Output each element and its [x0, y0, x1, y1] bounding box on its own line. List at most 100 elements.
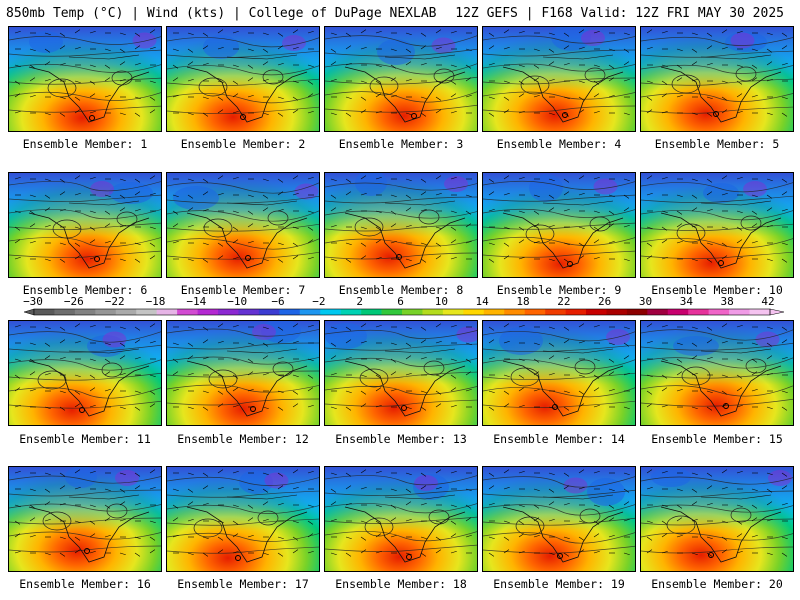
colorbar-swatch [483, 309, 505, 315]
colorbar-tick-label: 18 [516, 295, 530, 308]
temperature-map [9, 467, 161, 571]
ensemble-member-map [324, 172, 478, 278]
ensemble-member-label: Ensemble Member: 6 [22, 283, 148, 297]
temperature-map [9, 321, 161, 425]
ensemble-member-map [166, 466, 320, 572]
temperature-map [325, 321, 477, 425]
ensemble-member-label: Ensemble Member: 5 [654, 137, 780, 151]
ensemble-member-label: Ensemble Member: 20 [651, 577, 783, 591]
colorbar-swatch [545, 309, 566, 315]
colorbar-tick-label: 2 [356, 295, 363, 308]
ensemble-member-map [166, 320, 320, 426]
ensemble-member-label: Ensemble Member: 2 [180, 137, 306, 151]
colorbar-swatch [524, 309, 546, 315]
colorbar-swatch [729, 309, 750, 315]
ensemble-member-map [166, 172, 320, 278]
temperature-map [167, 173, 319, 277]
temperature-map [325, 173, 477, 277]
colorbar-swatch [606, 309, 628, 315]
temperature-map [641, 467, 793, 571]
colorbar-swatch [238, 309, 260, 315]
colorbar-swatch [177, 309, 198, 315]
ensemble-member-map [324, 26, 478, 132]
colorbar-tick-label: −6 [271, 295, 285, 308]
temperature-map [9, 173, 161, 277]
ensemble-member-map [166, 26, 320, 132]
colorbar-swatch [279, 309, 301, 315]
colorbar-swatch [749, 309, 771, 315]
colorbar-tick-label: 30 [638, 295, 653, 308]
ensemble-member-label: Ensemble Member: 11 [19, 432, 151, 446]
model-run-info: 12Z GEFS | F168 Valid: 12Z FRI MAY 30 20… [455, 6, 784, 21]
ensemble-member-label: Ensemble Member: 18 [335, 577, 467, 591]
ensemble-member-map [640, 466, 794, 572]
colorbar-tick-label: 26 [598, 295, 612, 308]
ensemble-member-label: Ensemble Member: 19 [493, 577, 625, 591]
ensemble-member-label: Ensemble Member: 16 [19, 577, 151, 591]
ensemble-member-map [8, 172, 162, 278]
temperature-map [167, 27, 319, 131]
ensemble-member-label: Ensemble Member: 7 [180, 283, 306, 297]
colorbar-swatch [299, 309, 321, 315]
colorbar-swatch [422, 309, 444, 315]
temperature-map [325, 467, 477, 571]
colorbar-swatch [115, 309, 137, 315]
colorbar-swatch [667, 309, 689, 315]
colorbar-tick-label: 14 [475, 295, 489, 308]
temperature-map [483, 321, 635, 425]
colorbar-swatch [136, 309, 157, 315]
temperature-map [9, 27, 161, 131]
colorbar-swatch [156, 309, 178, 315]
colorbar-tick-label: 10 [434, 295, 448, 308]
temperature-map [483, 173, 635, 277]
ensemble-member-label: Ensemble Member: 13 [335, 432, 467, 446]
ensemble-member-map [8, 466, 162, 572]
colorbar-swatch [708, 309, 730, 315]
colorbar-swatch [74, 309, 96, 315]
temperature-map [167, 321, 319, 425]
temperature-map [641, 173, 793, 277]
colorbar-tick-label: 34 [679, 295, 693, 308]
ensemble-member-label: Ensemble Member: 4 [496, 137, 622, 151]
temperature-colorbar [23, 308, 785, 316]
ensemble-member-map [482, 466, 636, 572]
colorbar-swatch [34, 309, 55, 315]
temperature-map [167, 467, 319, 571]
ensemble-member-label: Ensemble Member: 10 [651, 283, 783, 297]
colorbar-swatch [54, 309, 76, 315]
colorbar-max-arrow [769, 308, 785, 316]
colorbar-swatch [626, 309, 648, 315]
temperature-map [641, 321, 793, 425]
colorbar-swatch [586, 309, 607, 315]
colorbar-swatch [647, 309, 669, 315]
colorbar-tick-label: 6 [397, 295, 404, 308]
map-title: 850mb Temp (°C) | Wind (kts) | College o… [6, 6, 437, 21]
ensemble-member-map [482, 26, 636, 132]
colorbar-swatch [402, 309, 423, 315]
ensemble-member-map [8, 320, 162, 426]
colorbar-swatch [688, 309, 709, 315]
colorbar-tick-label: 38 [720, 295, 734, 308]
ensemble-member-label: Ensemble Member: 8 [338, 283, 464, 297]
colorbar-tick-label: −14 [186, 295, 207, 308]
temperature-map [483, 467, 635, 571]
ensemble-member-map [8, 26, 162, 132]
ensemble-member-map [324, 320, 478, 426]
colorbar-tick-label: −26 [63, 295, 84, 308]
colorbar-tick-label: −2 [312, 295, 326, 308]
colorbar-swatch [95, 309, 117, 315]
colorbar-swatch [258, 309, 280, 315]
ensemble-member-label: Ensemble Member: 17 [177, 577, 309, 591]
ensemble-member-map [482, 320, 636, 426]
colorbar-swatch [381, 309, 403, 315]
ensemble-member-label: Ensemble Member: 9 [496, 283, 622, 297]
ensemble-member-map [640, 172, 794, 278]
ensemble-member-label: Ensemble Member: 12 [177, 432, 309, 446]
colorbar-min-arrow [23, 308, 35, 316]
colorbar-swatch [340, 309, 362, 315]
colorbar-tick-label: −10 [227, 295, 248, 308]
colorbar-tick-label: 22 [557, 295, 571, 308]
ensemble-member-map [640, 320, 794, 426]
ensemble-member-label: Ensemble Member: 3 [338, 137, 464, 151]
colorbar-swatch [218, 309, 239, 315]
